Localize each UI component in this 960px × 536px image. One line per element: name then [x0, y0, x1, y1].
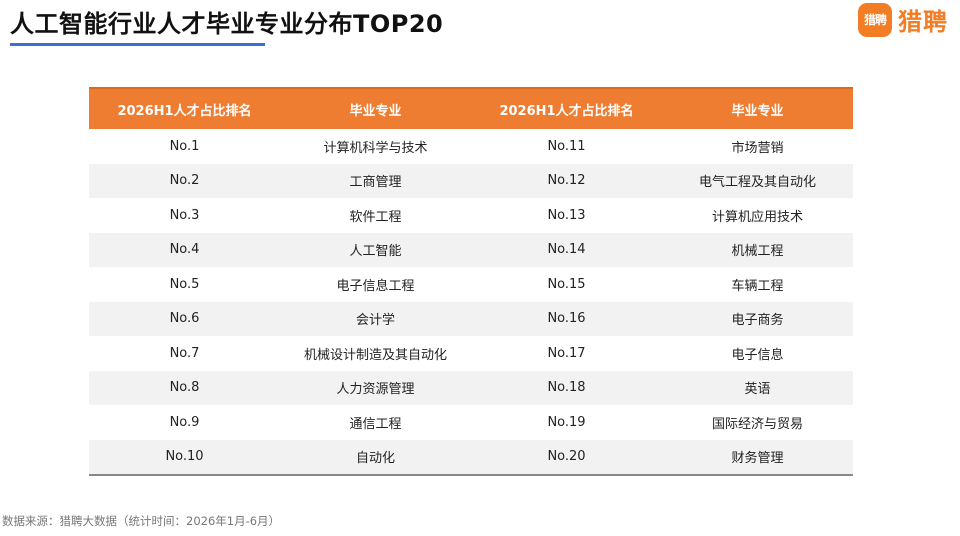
major-cell: 工商管理 — [280, 163, 471, 198]
rank-cell: No.13 — [547, 207, 586, 223]
table-body: No.1 计算机科学与技术 No.11 市场营销 No.2 工商管理 No.12 电气工程及其… — [89, 129, 853, 476]
rank-cell: No.2 — [89, 163, 280, 198]
logo-badge-icon: 猎聘 — [858, 2, 892, 37]
major-cell: 车辆工程 — [731, 278, 784, 294]
major-cell: 电子信息工程 — [336, 278, 415, 294]
major-cell: 人力资源管理 — [280, 370, 471, 405]
rank-cell: No.17 — [547, 345, 586, 361]
rank-cell: No.10 — [89, 439, 280, 476]
table-row: No.6 会计学 No.16 电子商务 — [89, 301, 853, 336]
major-cell: 国际经济与贸易 — [711, 416, 803, 432]
major-cell: 电子商务 — [662, 301, 853, 336]
rank-cell: No.20 — [471, 439, 662, 476]
major-cell: 市场营销 — [731, 140, 784, 156]
rank-cell: No.3 — [169, 207, 200, 223]
table-row: No.10 自动化 No.20 财务管理 — [89, 439, 853, 476]
rank-cell: No.8 — [89, 370, 280, 405]
major-cell: 软件工程 — [349, 209, 402, 225]
major-cell: 电子信息 — [731, 347, 784, 363]
table-row: No.7 机械设计制造及其自动化 No.17 电子信息 — [89, 336, 853, 371]
major-cell: 人工智能 — [280, 232, 471, 267]
rank-cell: No.7 — [169, 345, 200, 361]
rank-cell: No.4 — [89, 232, 280, 267]
rank-cell: No.14 — [471, 232, 662, 267]
brand-logo: 猎聘 猎聘 — [858, 2, 948, 37]
rank-cell: No.19 — [547, 414, 586, 430]
table-row: No.1 计算机科学与技术 No.11 市场营销 — [89, 129, 853, 164]
major-cell: 财务管理 — [662, 439, 853, 476]
rank-cell: No.15 — [547, 276, 586, 292]
table-row: No.2 工商管理 No.12 电气工程及其自动化 — [89, 163, 853, 198]
rank-cell: No.9 — [169, 414, 200, 430]
rank-cell: No.1 — [169, 138, 200, 154]
data-source-note: 数据来源：猎聘大数据（统计时间：2026年1月-6月） — [2, 514, 281, 528]
logo-badge-label: 猎聘 — [863, 13, 887, 27]
rank-cell: No.16 — [471, 301, 662, 336]
rank-cell: No.12 — [471, 163, 662, 198]
header-major-right: 毕业专业 — [662, 87, 853, 129]
header-major-left: 毕业专业 — [280, 87, 471, 129]
header-rank-right: 2026H1人才占比排名 — [471, 87, 662, 129]
title-underline — [10, 43, 265, 46]
table-row: No.3 软件工程 No.13 计算机应用技术 — [89, 198, 853, 233]
major-cell: 电气工程及其自动化 — [662, 163, 853, 198]
major-cell: 机械设计制造及其自动化 — [303, 347, 447, 363]
logo-text: 猎聘 — [898, 8, 948, 36]
table-header-row: 2026H1人才占比排名 毕业专业 2026H1人才占比排名 毕业专业 — [89, 87, 853, 129]
table-row: No.4 人工智能 No.14 机械工程 — [89, 232, 853, 267]
table-row: No.8 人力资源管理 No.18 英语 — [89, 370, 853, 405]
rank-cell: No.18 — [471, 370, 662, 405]
table-row: No.5 电子信息工程 No.15 车辆工程 — [89, 267, 853, 302]
rank-cell: No.6 — [89, 301, 280, 336]
major-cell: 计算机科学与技术 — [323, 140, 428, 156]
page-title: 人工智能行业人才毕业专业分布TOP20 — [10, 10, 444, 38]
major-cell: 会计学 — [280, 301, 471, 336]
ranking-table: 2026H1人才占比排名 毕业专业 2026H1人才占比排名 毕业专业 No.1… — [89, 87, 853, 476]
major-cell: 计算机应用技术 — [711, 209, 803, 225]
major-cell: 英语 — [662, 370, 853, 405]
major-cell: 通信工程 — [349, 416, 402, 432]
major-cell: 自动化 — [280, 439, 471, 476]
header-rank-left: 2026H1人才占比排名 — [89, 87, 280, 129]
rank-cell: No.11 — [547, 138, 586, 154]
major-cell: 机械工程 — [662, 232, 853, 267]
table-row: No.9 通信工程 No.19 国际经济与贸易 — [89, 405, 853, 440]
rank-cell: No.5 — [169, 276, 200, 292]
